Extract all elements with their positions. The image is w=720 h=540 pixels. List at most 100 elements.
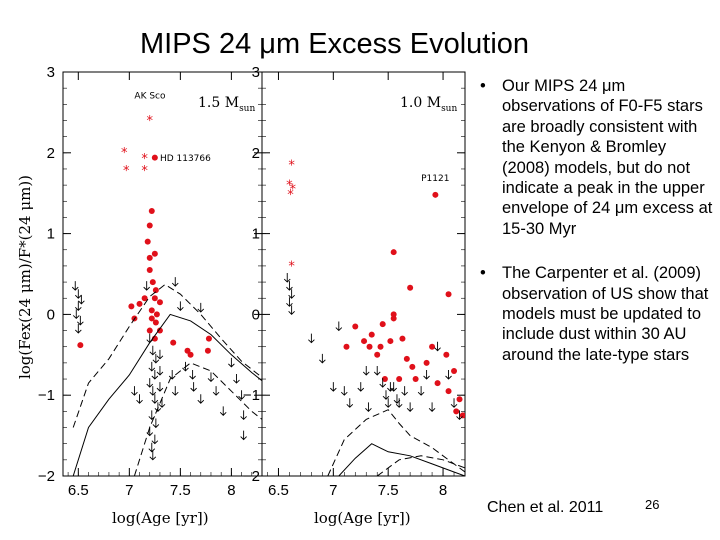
detection-point xyxy=(156,299,163,306)
detection-point xyxy=(396,376,403,383)
upper-limit-point xyxy=(330,382,337,392)
plot-area: ***** xyxy=(71,114,262,476)
y-tick-label: −2 xyxy=(243,468,260,485)
x-tick-label: 6.5 xyxy=(268,482,289,499)
upper-limit-point xyxy=(154,402,162,412)
chart-frame xyxy=(62,71,263,477)
chart-frame xyxy=(261,71,466,477)
upper-limit-point xyxy=(308,333,315,344)
upper-limit-point xyxy=(362,365,370,376)
x-tick-label: 6.5 xyxy=(68,482,89,499)
upper-limit-point xyxy=(401,386,408,396)
upper-limit-point xyxy=(406,402,414,412)
detection-point xyxy=(453,408,460,415)
upper-limit-point xyxy=(177,301,184,311)
upper-limit-point xyxy=(171,277,179,287)
literature-point: * xyxy=(287,188,294,203)
detection-point xyxy=(152,319,159,326)
upper-limit-point xyxy=(151,394,159,404)
detection-point xyxy=(352,323,359,330)
literature-point: * xyxy=(123,164,130,179)
upper-limit-point xyxy=(456,410,463,421)
upper-limit-point xyxy=(346,398,354,408)
detection-point xyxy=(403,355,410,362)
model-envelope-curve xyxy=(133,362,262,476)
literature-point: * xyxy=(141,164,148,179)
upper-limit-point xyxy=(283,273,291,283)
y-tick-label: 0 xyxy=(252,306,260,323)
upper-limit-point xyxy=(450,398,458,408)
detection-point xyxy=(149,279,156,286)
detection-point xyxy=(387,338,394,345)
upper-limit-point xyxy=(240,430,247,441)
upper-limit-point xyxy=(136,394,143,404)
detection-point xyxy=(379,321,386,328)
literature-point: * xyxy=(286,179,293,194)
detection-point xyxy=(443,351,450,358)
upper-limit-point xyxy=(74,301,82,311)
detection-point xyxy=(445,388,452,395)
upper-limit-point xyxy=(207,372,215,383)
upper-limit-point xyxy=(379,378,387,388)
detection-point xyxy=(456,396,463,403)
detection-point xyxy=(128,303,135,310)
detection-point xyxy=(423,359,430,366)
detection-point xyxy=(136,300,143,307)
model-curve xyxy=(338,443,465,476)
y-tick-label: 1 xyxy=(252,226,260,243)
citation: Chen et al. 2011 xyxy=(487,499,604,516)
upper-limit-point xyxy=(149,386,157,396)
chart-2-x-axis-label: log(Age [yr]) xyxy=(314,509,411,527)
upper-limit-point xyxy=(219,406,227,416)
y-tick-label: 0 xyxy=(47,306,55,323)
literature-point: * xyxy=(121,146,128,161)
upper-limit-point xyxy=(335,321,343,332)
bullet-item-1: • Our MIPS 24 μm observations of F0-F5 s… xyxy=(480,76,716,239)
detection-point xyxy=(141,295,148,302)
detection-point xyxy=(374,351,381,358)
upper-limit-point xyxy=(387,382,394,392)
detection-point xyxy=(153,311,160,318)
detection-point xyxy=(407,284,414,291)
detection-point xyxy=(77,342,84,349)
detection-point xyxy=(148,315,155,322)
detection-point xyxy=(151,154,158,161)
y-tick-label: 3 xyxy=(252,64,260,81)
y-tick-label: −2 xyxy=(38,468,55,485)
upper-limit-point xyxy=(77,315,84,326)
upper-limit-point xyxy=(340,386,348,396)
detection-point xyxy=(204,347,211,354)
upper-limit-point xyxy=(152,353,160,364)
upper-limit-point xyxy=(71,281,79,291)
detection-point xyxy=(148,307,155,314)
upper-limit-point xyxy=(143,281,151,291)
upper-limit-point xyxy=(158,398,166,408)
x-tick-label: 8 xyxy=(227,482,235,499)
upper-limit-point xyxy=(131,386,138,396)
upper-limit-point xyxy=(382,390,390,400)
upper-limit-point xyxy=(428,402,436,412)
literature-point: * xyxy=(289,183,296,198)
upper-limit-point xyxy=(240,410,247,421)
model-envelope-curve xyxy=(376,455,465,476)
detection-point xyxy=(156,327,163,334)
x-tick-label: 7.5 xyxy=(378,482,399,499)
upper-limit-point xyxy=(152,418,160,429)
upper-limit-point xyxy=(384,398,392,408)
detection-point xyxy=(459,412,465,419)
detection-point xyxy=(144,238,151,245)
upper-limit-point xyxy=(190,382,197,392)
bullet-text-2: The Carpenter et al. (2009) observation … xyxy=(502,264,709,364)
y-tick-label: 2 xyxy=(47,145,55,162)
upper-limit-point xyxy=(365,402,372,412)
detection-point xyxy=(412,376,419,383)
detection-point xyxy=(409,363,416,370)
upper-limit-point xyxy=(212,386,220,396)
upper-limit-point xyxy=(434,341,441,352)
y-tick-label: 1 xyxy=(47,226,55,243)
upper-limit-point xyxy=(171,386,179,396)
detection-point xyxy=(368,331,375,338)
detection-point xyxy=(390,249,397,256)
y-tick-label: 3 xyxy=(47,64,55,81)
